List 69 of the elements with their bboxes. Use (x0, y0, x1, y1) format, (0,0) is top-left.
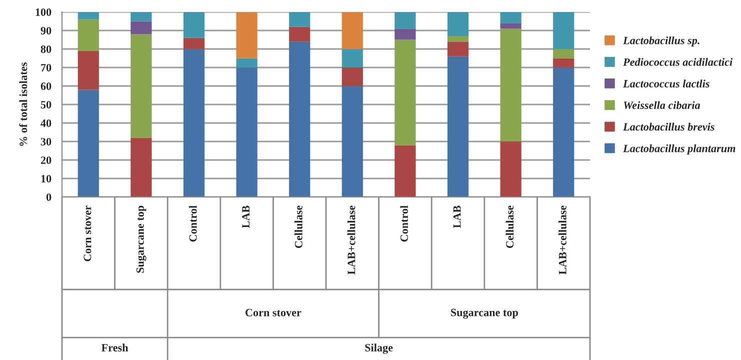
bar (447, 42, 469, 56)
bar (236, 68, 258, 197)
bar (130, 21, 152, 34)
text: Corn stover (246, 308, 302, 316)
x-tick-label: Control (188, 206, 197, 242)
bar (236, 12, 258, 58)
text: Fresh (102, 344, 128, 352)
bar (553, 68, 574, 197)
bar (342, 68, 363, 86)
bar (394, 145, 416, 197)
y-tick-label: 20 (40, 156, 52, 164)
x-tick-label: Cellulase (506, 206, 514, 248)
y-tick-label: 40 (40, 119, 52, 127)
x-tick-label: Cellulase (294, 206, 302, 248)
legend-label: Weissella cibaria (624, 101, 700, 110)
x-tick-label: LAB (242, 206, 250, 228)
bar (447, 56, 469, 197)
bar (78, 12, 99, 20)
y-tick-label: 50 (40, 100, 52, 108)
bar (500, 28, 522, 142)
x-tick-label: LAB (453, 206, 461, 228)
legend-label: Lactobacillus brevis (622, 122, 714, 131)
y-tick-label: 90 (40, 26, 52, 34)
x-tick-label: LAB+cellulase (347, 206, 356, 274)
bar (342, 49, 363, 68)
legend-label: Pediococcus acidilactici (623, 58, 733, 66)
bar (236, 58, 258, 68)
y-tick-label: 80 (40, 45, 52, 53)
bar (553, 49, 574, 58)
y-tick-label: 0 (46, 193, 52, 201)
legend-label: Lactococcus lactlis (622, 80, 710, 88)
bar (289, 42, 310, 197)
bar (342, 86, 363, 197)
text: Sugarcane top (450, 308, 518, 319)
text: Silage (365, 344, 393, 354)
bar (342, 12, 363, 49)
y-tick-label: 70 (41, 64, 52, 72)
bar (447, 12, 469, 36)
bar (130, 12, 152, 22)
x-tick-label: LAB+cellulase (558, 206, 566, 274)
y-tick-label: 60 (40, 82, 52, 90)
bar (394, 40, 416, 146)
bar (553, 12, 574, 49)
bar (183, 12, 205, 38)
bar (130, 138, 152, 197)
legend-label: Lactobacillus sp. (622, 36, 700, 47)
bar (78, 90, 99, 197)
bar (394, 28, 416, 40)
legend-label: Lactobacillus plantarum (622, 144, 736, 154)
x-tick-label: Control (400, 206, 408, 242)
bar (447, 36, 469, 42)
bar (500, 142, 522, 197)
x-tick-label: Corn stover (84, 206, 92, 262)
bar (78, 19, 99, 51)
bar (289, 26, 310, 42)
bar (500, 12, 522, 24)
bar (78, 50, 99, 90)
y-tick-label: 10 (41, 174, 52, 182)
y-tick-label: 30 (40, 138, 52, 146)
bar (289, 12, 310, 27)
x-tick-label: Sugarcane top (136, 206, 146, 273)
y-axis-title: % of total isolates (19, 62, 28, 146)
y-tick-label: 100 (36, 8, 52, 16)
bar (183, 38, 205, 49)
bar (500, 23, 522, 29)
bar (183, 49, 205, 197)
bar (394, 12, 416, 29)
bar (130, 34, 152, 138)
bar (553, 58, 574, 68)
